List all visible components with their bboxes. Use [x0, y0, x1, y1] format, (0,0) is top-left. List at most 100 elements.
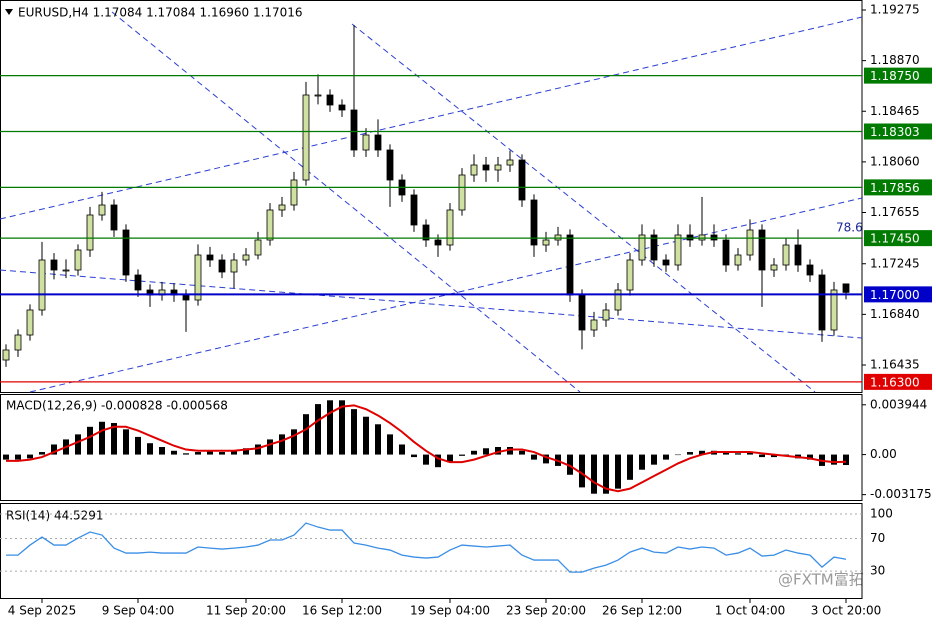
- candle-body: [86, 214, 94, 251]
- candle-body: [446, 209, 454, 246]
- y-tick-label: 1.18465: [870, 104, 920, 118]
- candle-body: [710, 234, 718, 241]
- candle-body: [122, 229, 130, 276]
- trend-line: [0, 16, 863, 220]
- level-label: 1.18303: [870, 125, 920, 139]
- candle-body: [470, 164, 478, 176]
- macd-bar: [123, 429, 129, 455]
- macd-bar: [267, 439, 273, 455]
- macd-bar: [447, 454, 453, 463]
- candle-body: [494, 164, 502, 171]
- x-tick-label: 23 Sep 20:00: [506, 604, 586, 618]
- macd-bar: [327, 400, 333, 455]
- x-tick-label: 19 Sep 04:00: [410, 604, 490, 618]
- macd-bar: [315, 404, 321, 455]
- candle-body: [50, 259, 58, 271]
- panel-frame: [0, 0, 863, 393]
- candle-body: [830, 289, 838, 331]
- macd-bar: [567, 454, 573, 475]
- y-tick-label: 30: [870, 564, 885, 578]
- level-box: [864, 67, 932, 84]
- macd-bar: [159, 447, 165, 455]
- candle-body: [782, 244, 790, 266]
- macd-bar: [687, 452, 693, 455]
- candle-body: [14, 334, 22, 351]
- candle-body: [326, 94, 334, 106]
- trend-line: [29, 197, 863, 393]
- x-tick-label: 26 Sep 12:00: [602, 604, 682, 618]
- candle-body: [38, 259, 46, 311]
- macd-bar: [747, 452, 753, 455]
- candle-body: [518, 159, 526, 201]
- macd-bar: [627, 454, 633, 480]
- candle-body: [230, 259, 238, 273]
- candle-body: [302, 94, 310, 181]
- macd-bar: [195, 452, 201, 455]
- candle-body: [338, 104, 346, 111]
- y-tick-label: 0.003944: [870, 397, 927, 411]
- candle-body: [662, 259, 670, 266]
- macd-bar: [171, 450, 177, 455]
- macd-bar: [231, 450, 237, 455]
- macd-bar: [135, 436, 141, 455]
- candle-body: [362, 134, 370, 151]
- macd-bar: [303, 414, 309, 455]
- candle-body: [554, 234, 562, 241]
- macd-bar: [99, 421, 105, 455]
- candle-body: [218, 259, 226, 273]
- candle-body: [722, 239, 730, 266]
- macd-bar: [675, 454, 681, 456]
- candle-body: [134, 274, 142, 291]
- candle-body: [734, 254, 742, 266]
- macd-bar: [843, 454, 849, 466]
- y-tick-label: 1.16840: [870, 307, 920, 321]
- macd-bar: [387, 434, 393, 455]
- macd-bar: [183, 453, 189, 455]
- macd-bar: [111, 423, 117, 455]
- macd-bar: [51, 444, 57, 455]
- y-tick-label: 100: [870, 507, 893, 521]
- macd-bar: [87, 426, 93, 455]
- candle-body: [254, 239, 262, 256]
- y-tick-label: 1.17655: [870, 205, 920, 219]
- macd-bar: [423, 454, 429, 465]
- macd-bar: [603, 454, 609, 494]
- candle-body: [674, 234, 682, 266]
- macd-bar: [339, 400, 345, 455]
- candle-body: [806, 264, 814, 276]
- x-tick-label: 4 Sep 2025: [8, 604, 76, 618]
- candle-body: [350, 109, 358, 151]
- candle-body: [794, 244, 802, 266]
- candle-body: [290, 179, 298, 206]
- candle-body: [386, 149, 394, 181]
- macd-bar: [807, 454, 813, 460]
- macd-bar: [579, 454, 585, 488]
- macd-bar: [639, 454, 645, 470]
- candle-body: [626, 259, 634, 291]
- x-tick-label: 1 Oct 04:00: [715, 604, 786, 618]
- macd-bar: [39, 452, 45, 455]
- candle-body: [410, 194, 418, 226]
- level-box: [864, 230, 932, 247]
- macd-bar: [651, 454, 657, 465]
- x-tick-label: 9 Sep 04:00: [102, 604, 174, 618]
- candle-body: [422, 224, 430, 241]
- candle-body: [638, 234, 646, 261]
- macd-bar: [243, 448, 249, 455]
- rsi-title: RSI(14) 44.5291: [6, 509, 104, 523]
- panel-frame: [0, 503, 863, 599]
- candle-body: [506, 159, 514, 166]
- candle-body: [686, 234, 694, 241]
- macd-bar: [483, 448, 489, 455]
- menu-arrow[interactable]: [5, 9, 13, 15]
- candle-body: [698, 234, 706, 241]
- macd-bar: [207, 450, 213, 455]
- candle-body: [266, 209, 274, 241]
- candle-body: [314, 94, 322, 97]
- macd-bar: [771, 454, 777, 458]
- macd-bar: [411, 454, 417, 458]
- candle-body: [62, 269, 70, 272]
- level-label: 1.18750: [870, 69, 920, 83]
- level-box: [864, 286, 932, 303]
